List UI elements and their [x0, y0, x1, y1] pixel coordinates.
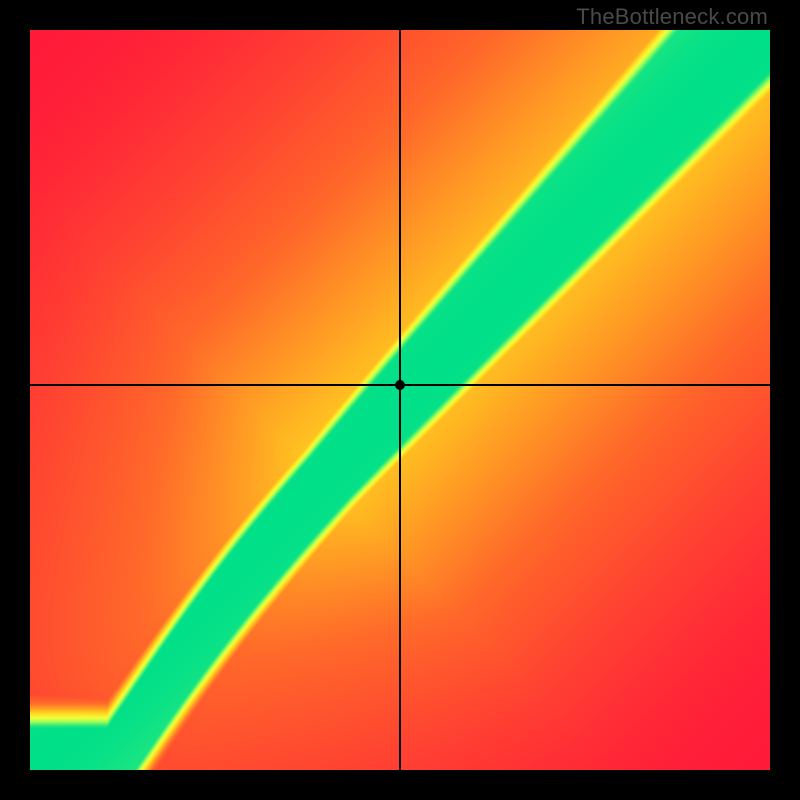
- chart-container: TheBottleneck.com: [0, 0, 800, 800]
- crosshair-vertical: [399, 30, 401, 770]
- plot-area: [30, 30, 770, 770]
- watermark-text: TheBottleneck.com: [576, 4, 768, 30]
- crosshair-marker: [395, 380, 405, 390]
